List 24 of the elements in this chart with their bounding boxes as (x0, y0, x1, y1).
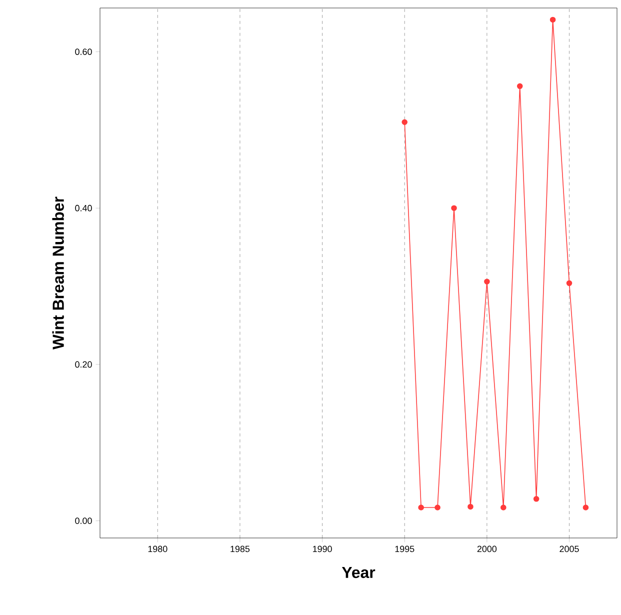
x-tick-label: 1980 (148, 546, 168, 552)
x-tick-label: 1990 (313, 546, 332, 552)
y-tick-label: 0.40 (75, 204, 92, 212)
x-tick-label: 1995 (395, 546, 414, 552)
x-tick-label: 2005 (560, 546, 579, 552)
point (566, 280, 572, 286)
x-tick-label: 1985 (230, 546, 250, 552)
point (418, 504, 424, 510)
y-axis-title: Wint Bream Number (52, 196, 64, 350)
x-tick-label: 2000 (477, 546, 497, 552)
x-axis-title: Year (342, 566, 376, 578)
point (500, 504, 506, 510)
point (582, 504, 589, 510)
point (434, 504, 440, 510)
y-tick-label: 0.00 (75, 518, 92, 524)
y-tick-label: 0.60 (75, 48, 92, 55)
point (468, 504, 474, 510)
point (516, 83, 523, 90)
point (550, 16, 556, 23)
y-tick-label: 0.20 (75, 361, 92, 368)
point (484, 278, 490, 284)
point (533, 496, 540, 502)
point (451, 205, 457, 211)
point (402, 119, 408, 126)
